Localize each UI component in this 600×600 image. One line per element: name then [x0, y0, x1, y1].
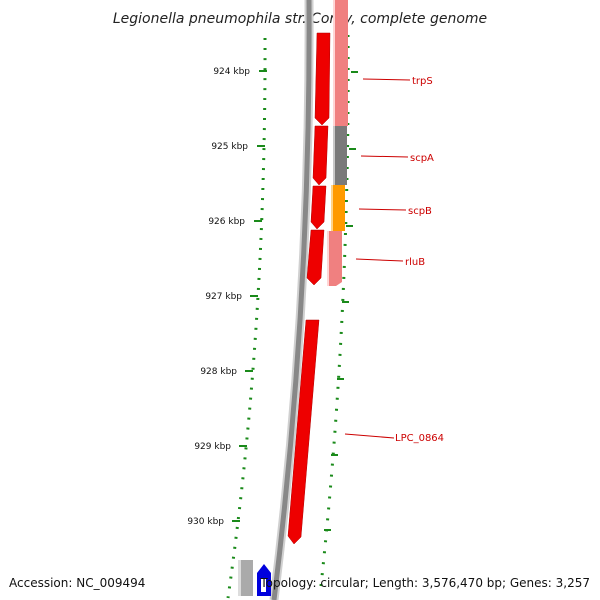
gene-label-rluB[interactable]: rluB: [405, 257, 425, 268]
gene-arrows: [287, 32, 331, 545]
gray-feature-highlight: [238, 560, 243, 596]
gene-label-LPC_0864[interactable]: LPC_0864: [395, 433, 444, 444]
rluB-feature-block: [329, 231, 342, 286]
map-title: Legionella pneumophila str. Corby, compl…: [113, 11, 487, 27]
tick-label: 926 kbp: [208, 217, 245, 227]
tick-labels: 924 kbp 925 kbp 926 kbp 927 kbp 928 kbp …: [187, 67, 250, 527]
scpA-feature-block: [335, 126, 347, 185]
outer-ruler-ticks: [324, 71, 358, 531]
scpB-feature-block: [333, 185, 345, 231]
topology-text: Topology: circular; Length: 3,576,470 bp…: [259, 576, 590, 590]
gray-feature-block: [241, 560, 253, 596]
gene-label-trpS[interactable]: trpS: [412, 76, 433, 87]
tick-label: 924 kbp: [213, 67, 250, 77]
LPC_0864-gene-arrow: [287, 319, 320, 545]
rluB-gene-arrow: [306, 229, 325, 286]
tick-label: 928 kbp: [200, 367, 237, 377]
gene-labels: trpS scpA scpB rluB LPC_0864: [395, 76, 444, 444]
scpA-gene-arrow: [312, 125, 329, 186]
scpA-leader-line: [360, 155, 409, 158]
tick-label: 929 kbp: [194, 442, 231, 452]
outer-feature-track: [327, 0, 348, 286]
gene-label-scpB[interactable]: scpB: [408, 206, 432, 217]
scpB-gene-arrow: [310, 185, 327, 230]
backbone-arc: [271, 0, 312, 600]
tick-label: 927 kbp: [205, 292, 242, 302]
inner-ruler-dots: [226, 37, 267, 599]
bottom-features: [238, 560, 271, 596]
accession-text: Accession: NC_009494: [9, 576, 145, 590]
trpS-feature-block: [335, 0, 348, 126]
scpB-leader-line: [358, 208, 407, 211]
inner-ruler-ticks: [232, 70, 267, 522]
tick-label: 925 kbp: [211, 142, 248, 152]
LPC_0864-leader-line: [344, 433, 395, 439]
trpS-leader-line: [362, 78, 411, 81]
trpS-gene-arrow: [314, 32, 331, 126]
rluB-leader-line: [355, 258, 404, 262]
gene-label-scpA[interactable]: scpA: [410, 153, 434, 164]
blue-gene-inner: [261, 578, 266, 592]
gene-leader-lines: [344, 78, 411, 439]
tick-label: 930 kbp: [187, 517, 224, 527]
